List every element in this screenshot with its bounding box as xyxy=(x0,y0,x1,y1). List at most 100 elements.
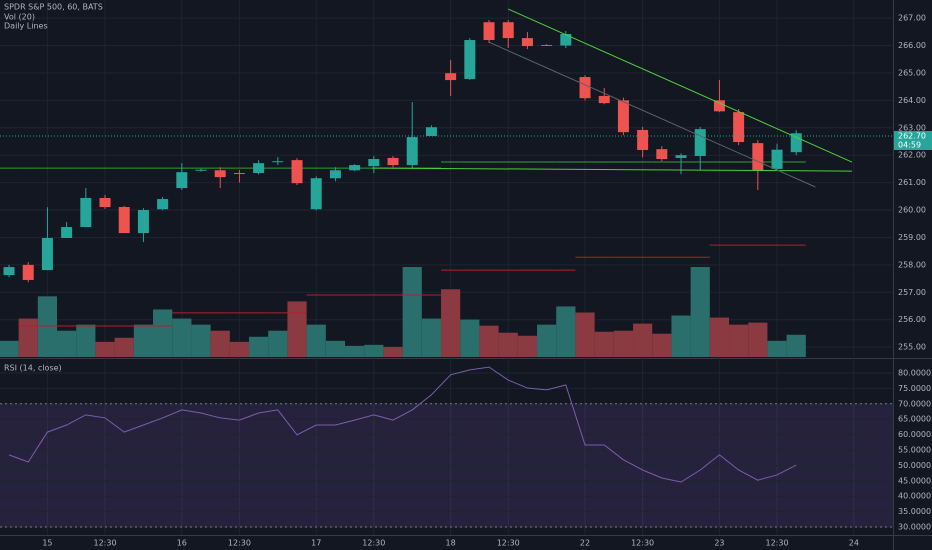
candle-body xyxy=(598,95,610,104)
volume-bar xyxy=(517,335,538,357)
volume-bar xyxy=(0,340,19,357)
countdown-label: 04:59 xyxy=(898,141,921,150)
candle-body xyxy=(790,133,802,153)
candle-body xyxy=(157,199,169,210)
candle-body xyxy=(541,44,553,46)
volume-bar xyxy=(191,324,211,357)
volume-bar xyxy=(690,267,710,357)
x-tick-label: 22 xyxy=(580,539,590,548)
x-tick-label: 12:30 xyxy=(631,539,654,548)
y-tick-label: 267.00 xyxy=(898,14,926,23)
volume-bar xyxy=(268,330,288,357)
candle-body xyxy=(502,22,514,39)
y-tick-label: 265.00 xyxy=(898,68,926,77)
y-tick-label: 55.0000 xyxy=(898,445,931,454)
x-tick-label: 17 xyxy=(311,539,321,548)
y-tick-label: 261.00 xyxy=(898,178,926,187)
candle-body xyxy=(713,100,725,112)
volume-bar xyxy=(229,341,250,357)
candle-body xyxy=(752,143,764,170)
indicator-label: Vol (20) xyxy=(4,13,35,22)
x-tick-label: 12:30 xyxy=(93,539,116,548)
y-tick-label: 65.0000 xyxy=(898,415,931,424)
candle-body xyxy=(329,170,341,179)
candle-body xyxy=(617,100,629,133)
candle-body xyxy=(560,34,572,46)
volume-bar xyxy=(57,330,77,357)
volume-bar xyxy=(575,312,595,357)
last-price-tag xyxy=(894,131,932,150)
volume-bar xyxy=(18,318,38,357)
candle-body xyxy=(521,38,533,47)
candle-body xyxy=(445,73,457,81)
y-tick-label: 263.00 xyxy=(898,123,926,132)
y-tick-label: 256.00 xyxy=(898,315,926,324)
y-tick-label: 255.00 xyxy=(898,343,926,352)
symbol-title: SPDR S&P 500, 60, BATS xyxy=(4,3,103,12)
volume-bar xyxy=(364,344,384,357)
candle-body xyxy=(675,155,687,158)
y-tick-label: 35.0000 xyxy=(898,507,931,516)
candle-body xyxy=(61,227,73,238)
trendline xyxy=(508,8,853,163)
volume-bar xyxy=(325,340,346,357)
volume-bar xyxy=(345,345,365,357)
x-tick-label: 12:30 xyxy=(765,539,788,548)
candle-body xyxy=(41,238,53,271)
x-tick-label: 24 xyxy=(849,539,859,548)
candle-body xyxy=(771,149,783,169)
volume-bar xyxy=(249,336,269,357)
volume-bar xyxy=(114,337,134,357)
volume-bar xyxy=(95,341,115,357)
candle-body xyxy=(137,210,149,234)
volume-bar xyxy=(306,324,326,357)
candle-body xyxy=(310,178,322,210)
x-tick-label: 12:30 xyxy=(362,539,385,548)
candle-body xyxy=(387,157,399,166)
candle-body xyxy=(233,173,245,175)
candle-body xyxy=(176,172,188,189)
candle-body xyxy=(195,169,207,171)
x-tick-label: 15 xyxy=(42,539,52,548)
candle-body xyxy=(483,22,495,41)
y-tick-label: 257.00 xyxy=(898,288,926,297)
candle-body xyxy=(349,165,361,171)
y-tick-label: 30.0000 xyxy=(898,522,931,531)
candle-body xyxy=(694,129,706,157)
candle-body xyxy=(272,161,284,163)
volume-bar xyxy=(76,324,96,357)
y-tick-label: 45.0000 xyxy=(898,476,931,485)
indicator-label: Daily Lines xyxy=(4,22,48,31)
volume-bar xyxy=(287,301,307,357)
volume-bar xyxy=(37,296,58,357)
volume-bar xyxy=(402,267,422,357)
volume-bar xyxy=(498,332,518,357)
x-tick-label: 12:30 xyxy=(228,539,251,548)
candle-body xyxy=(733,112,745,143)
x-tick-label: 23 xyxy=(714,539,724,548)
trendline xyxy=(371,167,852,172)
volume-bar xyxy=(786,334,806,357)
volume-bar xyxy=(537,324,557,357)
x-tick-label: 16 xyxy=(177,539,187,548)
candle-body xyxy=(579,77,591,99)
volume-bar xyxy=(460,319,480,357)
candle-body xyxy=(3,267,15,276)
rsi-title: RSI (14, close) xyxy=(4,364,62,373)
y-tick-label: 262.00 xyxy=(898,151,926,160)
candle-body xyxy=(656,149,668,160)
y-tick-label: 40.0000 xyxy=(898,492,931,501)
volume-bar xyxy=(133,324,154,357)
volume-bar xyxy=(594,331,614,357)
candle-body xyxy=(253,163,265,174)
candle-body xyxy=(368,159,380,167)
volume-bar xyxy=(479,325,499,357)
y-tick-label: 260.00 xyxy=(898,206,926,215)
candle-body xyxy=(80,197,92,228)
volume-bar xyxy=(633,323,653,357)
x-tick-label: 18 xyxy=(446,539,456,548)
y-tick-label: 259.00 xyxy=(898,233,926,242)
volume-bar xyxy=(383,346,403,357)
candle-body xyxy=(637,129,649,150)
